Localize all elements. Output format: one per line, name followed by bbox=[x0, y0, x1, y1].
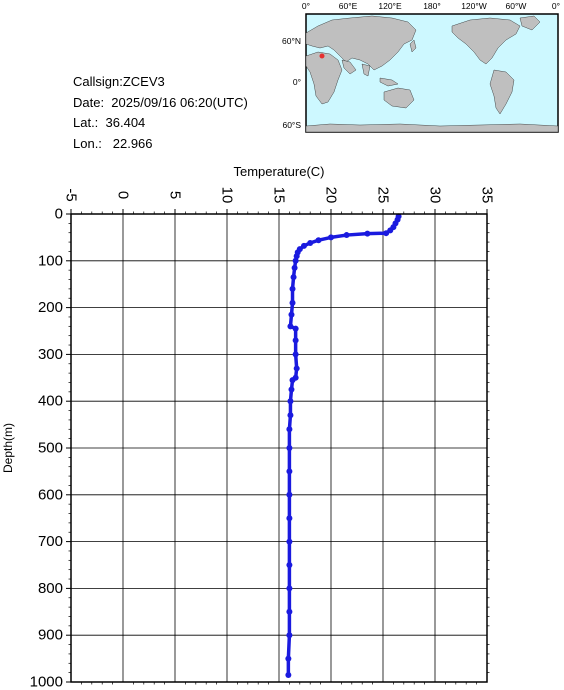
data-point bbox=[293, 365, 300, 372]
data-point bbox=[392, 220, 399, 227]
data-point bbox=[287, 323, 294, 330]
data-point bbox=[285, 655, 292, 662]
latitude-text: Lat.: 36.404 bbox=[73, 115, 146, 130]
data-point bbox=[395, 213, 402, 220]
map-lon-label: 120°E bbox=[378, 1, 402, 11]
map-lon-label: 180° bbox=[423, 1, 441, 11]
data-point bbox=[286, 468, 293, 475]
world-map: 0° 60°E 120°E 180° 120°W 60°W 0° 60°N 0°… bbox=[282, 1, 560, 133]
y-tick-label: 1000 bbox=[30, 674, 63, 690]
data-point bbox=[287, 412, 294, 419]
data-point bbox=[343, 232, 350, 239]
data-point bbox=[296, 246, 303, 253]
y-tick-label: 300 bbox=[38, 346, 63, 363]
data-point bbox=[289, 377, 296, 384]
data-point bbox=[286, 562, 293, 568]
y-tick-label: 900 bbox=[38, 627, 63, 644]
y-tick-label: 100 bbox=[38, 252, 63, 269]
y-tick-label: 0 bbox=[55, 206, 63, 223]
x-tick-label: 25 bbox=[375, 187, 392, 204]
map-lat-label: 60°N bbox=[282, 36, 301, 46]
x-tick-label: 0 bbox=[115, 191, 132, 199]
x-tick-label: 20 bbox=[323, 187, 340, 204]
data-point bbox=[390, 224, 397, 231]
station-info: Callsign:ZCEV3 Date: 2025/09/16 06:20(UT… bbox=[73, 72, 248, 154]
data-point bbox=[286, 632, 293, 639]
data-point bbox=[286, 585, 293, 592]
data-point bbox=[288, 311, 295, 318]
data-point bbox=[387, 227, 394, 234]
data-point bbox=[291, 264, 298, 271]
data-point bbox=[364, 230, 371, 237]
map-lon-label: 0° bbox=[302, 1, 310, 11]
x-tick-label: -5 bbox=[63, 188, 80, 201]
y-tick-label: 200 bbox=[38, 299, 63, 316]
callsign-text: Callsign:ZCEV3 bbox=[73, 74, 165, 89]
location-marker bbox=[319, 53, 325, 59]
map-lat-label: 60°S bbox=[282, 120, 301, 130]
data-point bbox=[383, 230, 390, 237]
plot-frame bbox=[70, 213, 488, 683]
data-point bbox=[394, 216, 401, 223]
data-point bbox=[300, 242, 307, 249]
data-point bbox=[286, 538, 293, 545]
data-point bbox=[328, 234, 334, 241]
data-point bbox=[292, 337, 299, 344]
map-lon-label: 0° bbox=[552, 1, 560, 11]
data-point bbox=[292, 351, 299, 358]
map-lon-label: 60°E bbox=[339, 1, 358, 11]
y-tick-label: 800 bbox=[38, 580, 63, 597]
map-lat-label: 0° bbox=[293, 77, 301, 87]
data-point bbox=[286, 445, 293, 451]
temperature-series-line bbox=[286, 214, 401, 677]
data-point bbox=[286, 491, 293, 498]
data-point bbox=[287, 398, 294, 405]
data-point bbox=[292, 325, 299, 332]
y-tick-label: 400 bbox=[38, 393, 63, 410]
x-tick-label: 15 bbox=[271, 187, 288, 204]
data-point bbox=[286, 426, 293, 433]
data-point bbox=[289, 299, 296, 306]
y-axis-title: Depth(m) bbox=[1, 423, 15, 473]
data-point bbox=[290, 274, 297, 281]
data-point bbox=[292, 257, 299, 264]
data-point bbox=[288, 386, 295, 393]
data-point bbox=[315, 237, 322, 244]
data-point bbox=[285, 671, 292, 678]
data-point bbox=[307, 240, 314, 247]
x-axis-title: Temperature(C) bbox=[233, 164, 324, 179]
data-point bbox=[286, 515, 293, 522]
x-tick-label: 5 bbox=[167, 191, 184, 199]
data-point bbox=[292, 374, 299, 381]
data-point bbox=[289, 285, 296, 292]
y-tick-label: 600 bbox=[38, 486, 63, 503]
map-lon-label: 60°W bbox=[506, 1, 527, 11]
data-point bbox=[286, 608, 293, 615]
x-tick-label: 30 bbox=[427, 187, 444, 204]
y-tick-label: 500 bbox=[38, 440, 63, 457]
map-lat-labels: 60°N 0° 60°S bbox=[282, 36, 301, 130]
date-text: Date: 2025/09/16 06:20(UTC) bbox=[73, 94, 248, 110]
x-tick-label: 35 bbox=[479, 187, 496, 204]
map-land bbox=[305, 15, 559, 133]
map-lon-labels: 0° 60°E 120°E 180° 120°W 60°W 0° bbox=[302, 1, 560, 11]
map-lon-label: 120°W bbox=[461, 1, 487, 11]
data-point bbox=[294, 249, 301, 256]
x-tick-label: 10 bbox=[219, 187, 236, 204]
longitude-text: Lon.: 22.966 bbox=[73, 135, 153, 151]
data-point bbox=[293, 253, 300, 260]
y-tick-label: 700 bbox=[38, 533, 63, 550]
